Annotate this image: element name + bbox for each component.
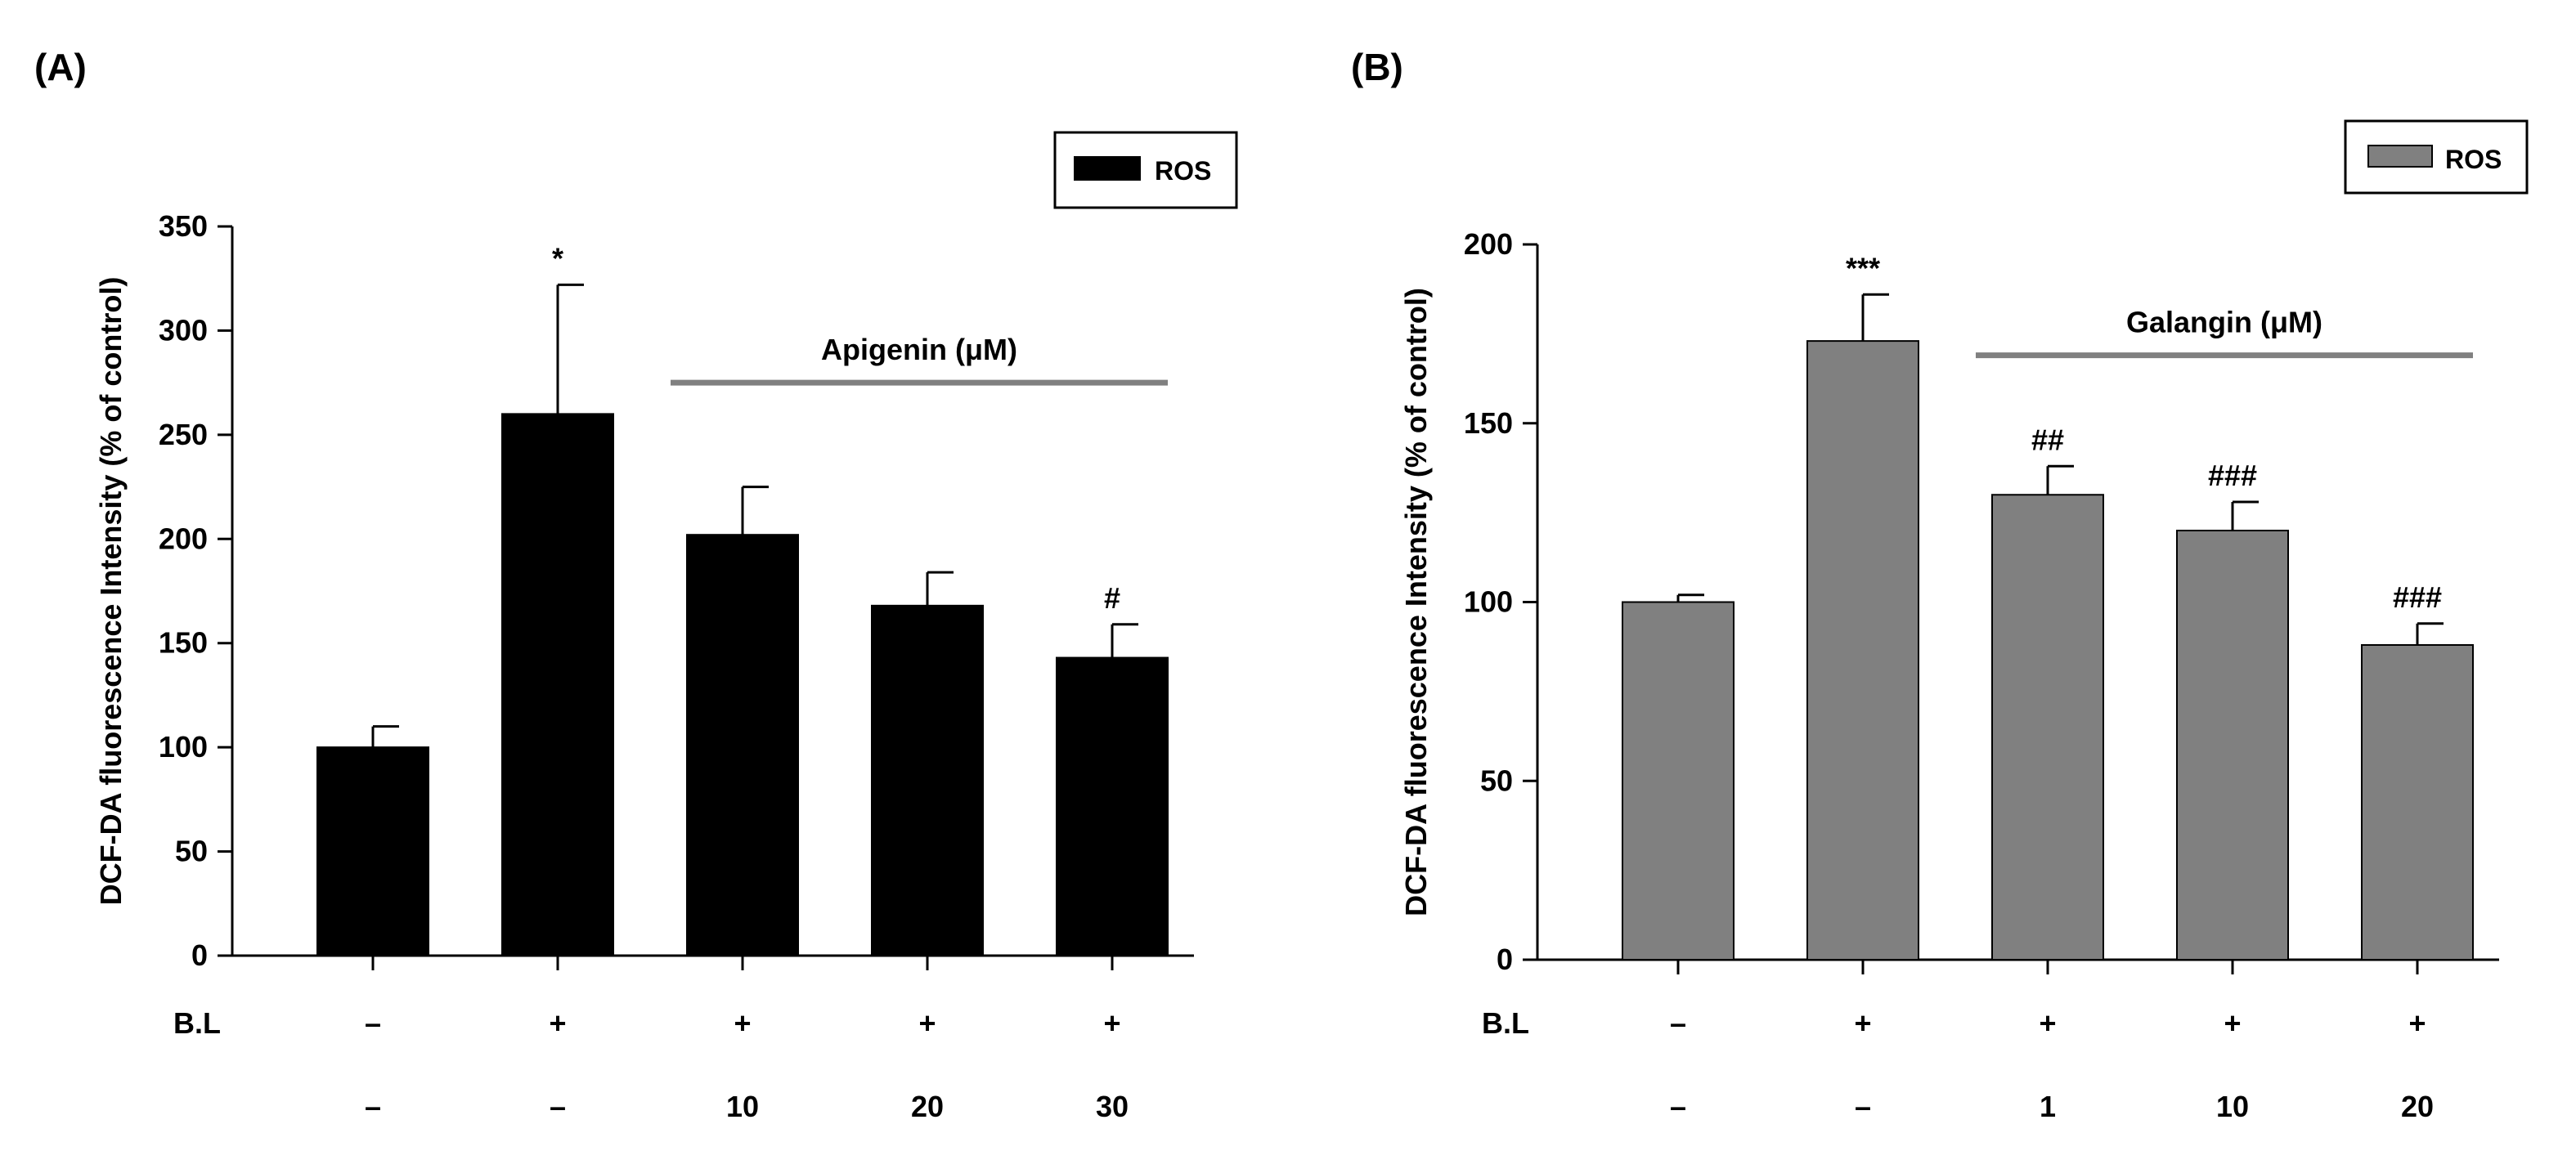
panel-label: (B) (1351, 46, 1403, 88)
y-tick-label: 300 (159, 313, 208, 347)
treatment-bracket-label: Galangin (μM) (2126, 306, 2322, 339)
legend-swatch (1074, 156, 1141, 181)
chart-panel-a: (A) 0 50 100 150 200 250 300 350 DCF-DA fluoresce… (34, 46, 1238, 1123)
bl-row-label: B.L (1482, 1006, 1529, 1040)
bar (1806, 340, 1919, 961)
y-tick-label: 150 (1464, 406, 1513, 440)
bl-row-value: + (1854, 1006, 1871, 1040)
dose-row-value: – (1855, 1090, 1871, 1123)
y-tick-label: 50 (175, 835, 208, 868)
dose-row-value: – (1670, 1090, 1686, 1123)
bar (2361, 644, 2474, 961)
legend-swatch (2367, 145, 2433, 168)
y-tick-label: 200 (159, 522, 208, 555)
y-tick-label: 350 (159, 209, 208, 243)
bar (1056, 656, 1169, 956)
dose-row-value: 1 (2040, 1090, 2056, 1123)
bar (2176, 530, 2289, 961)
legend-label: ROS (2445, 145, 2502, 174)
bar (1622, 601, 1735, 961)
bl-row-value: – (365, 1006, 381, 1040)
y-tick-label: 150 (159, 626, 208, 660)
significance-marker: ## (2031, 423, 2064, 456)
y-tick-label: 50 (1480, 764, 1513, 797)
y-tick-label: 0 (191, 938, 208, 972)
dose-row-value: 20 (2401, 1090, 2434, 1123)
bar (1991, 494, 2104, 961)
panel-label: (A) (34, 46, 87, 88)
bar (871, 604, 984, 957)
dose-row-value: – (365, 1090, 381, 1123)
dose-row-value: 10 (2216, 1090, 2249, 1123)
bl-row-value: + (2408, 1006, 2426, 1040)
y-tick-label: 100 (1464, 585, 1513, 619)
bl-row-label: B.L (173, 1006, 221, 1040)
significance-marker: # (1104, 581, 1120, 615)
bl-row-value: – (1670, 1006, 1686, 1040)
y-axis-title: DCF-DA fluorescence Intensity (% of cont… (1399, 288, 1433, 916)
bl-row-value: + (734, 1006, 751, 1040)
bar (316, 746, 429, 957)
dose-row-value: 30 (1096, 1090, 1129, 1123)
significance-marker: ### (2393, 580, 2442, 614)
y-tick-label: 0 (1497, 943, 1513, 976)
bl-row-value: + (1103, 1006, 1120, 1040)
treatment-bracket-label: Apigenin (μM) (821, 333, 1017, 366)
dose-row-value: 10 (726, 1090, 759, 1123)
significance-marker: * (552, 241, 563, 275)
legend-label: ROS (1155, 156, 1211, 186)
y-tick-label: 250 (159, 418, 208, 451)
bar (686, 534, 799, 956)
dose-row-value: – (550, 1090, 566, 1123)
bl-row-value: + (549, 1006, 566, 1040)
chart-panel-b: (B) 0 50 100 150 200 DCF-DA fluorescence Inten… (1351, 46, 2529, 1123)
y-axis-title: DCF-DA fluorescence Intensity (% of cont… (94, 277, 128, 906)
bl-row-value: + (918, 1006, 936, 1040)
dose-row-value: 20 (911, 1090, 944, 1123)
bl-row-value: + (2224, 1006, 2241, 1040)
y-tick-label: 100 (159, 730, 208, 764)
y-tick-label: 200 (1464, 227, 1513, 261)
significance-marker: *** (1846, 251, 1880, 284)
bl-row-value: + (2039, 1006, 2056, 1040)
significance-marker: ### (2208, 459, 2257, 492)
bar (501, 413, 614, 957)
